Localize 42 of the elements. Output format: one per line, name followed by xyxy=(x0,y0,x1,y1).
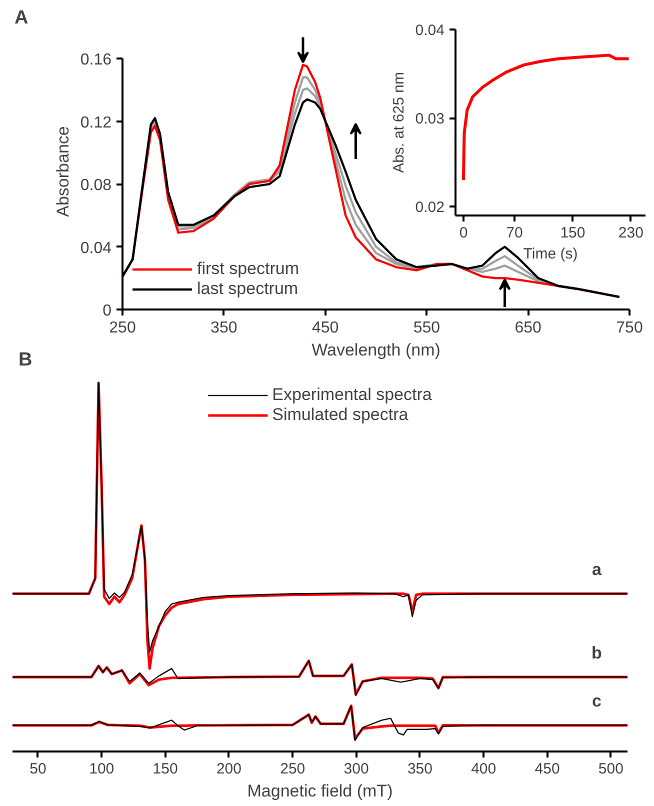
x-tick-label: 350 xyxy=(407,760,432,778)
x-tick-label: 70 xyxy=(506,224,523,242)
annotation: a xyxy=(592,560,602,579)
y-tick-label: 0.04 xyxy=(415,22,445,39)
legend-label: first spectrum xyxy=(197,259,300,279)
y-axis-title: Absorbance xyxy=(53,126,72,217)
x-tick-label: 250 xyxy=(109,320,136,336)
x-tick-label: 350 xyxy=(210,320,238,336)
x-tick-label: 450 xyxy=(312,320,339,336)
y-tick-label: 0.02 xyxy=(415,199,445,216)
x-tick-label: 500 xyxy=(598,760,624,778)
text: A xyxy=(14,8,28,28)
x-axis-title: Wavelength (nm) xyxy=(312,340,440,360)
x-tick-label: 0 xyxy=(459,224,468,242)
x-tick-label: 250 xyxy=(280,760,306,778)
x-tick-label: 200 xyxy=(216,760,242,778)
x-tick-label: 450 xyxy=(534,760,560,778)
x-axis-title: Time (s) xyxy=(523,246,578,262)
x-tick-label: 150 xyxy=(152,760,178,778)
y-tick-label: 0.04 xyxy=(80,240,112,257)
y-tick-label: 0 xyxy=(102,302,112,320)
x-tick-label: 550 xyxy=(413,320,440,336)
annotation: b xyxy=(592,643,602,662)
legend-label: Experimental spectra xyxy=(272,385,432,405)
y-tick-label: 0.16 xyxy=(80,52,112,69)
text: B xyxy=(18,350,32,370)
x-tick-label: 150 xyxy=(560,224,586,242)
y-axis-title: Abs. at 625 nm xyxy=(390,72,408,173)
x-tick-label: 400 xyxy=(471,760,496,778)
x-tick-label: 50 xyxy=(30,760,46,778)
y-tick-label: 0.12 xyxy=(80,114,112,132)
x-tick-label: 300 xyxy=(344,760,369,778)
x-axis-title: Magnetic field (mT) xyxy=(247,782,393,800)
annotation: c xyxy=(592,692,602,711)
x-tick-label: 650 xyxy=(514,320,542,336)
x-tick-label: 230 xyxy=(618,224,644,242)
legend-label: Simulated spectra xyxy=(272,405,408,425)
x-tick-label: 100 xyxy=(89,760,114,778)
legend-label: last spectrum xyxy=(197,279,298,299)
x-tick-label: 750 xyxy=(616,320,643,336)
y-tick-label: 0.03 xyxy=(415,110,445,128)
y-tick-label: 0.08 xyxy=(80,177,112,194)
